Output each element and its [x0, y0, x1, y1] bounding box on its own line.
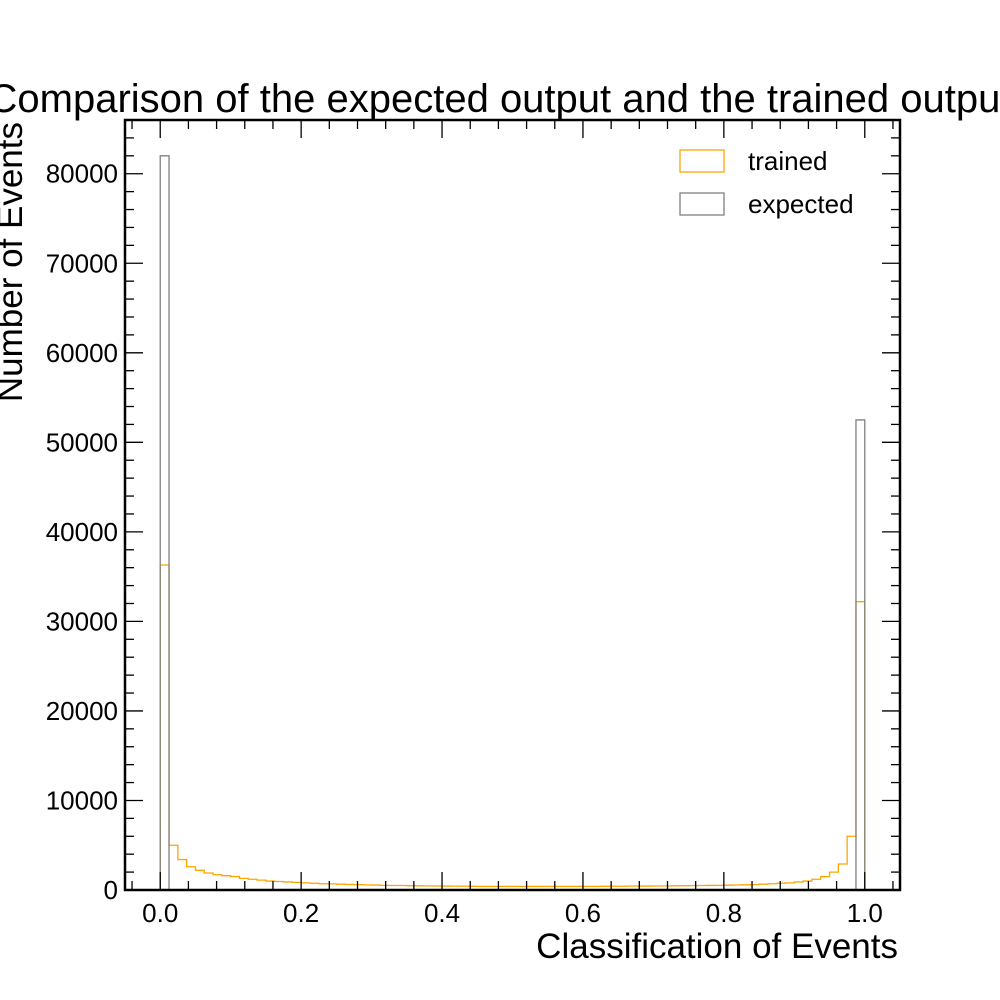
legend: trained expected [679, 146, 854, 219]
x-tick-label: 0.4 [424, 898, 460, 928]
y-tick-label: 30000 [46, 606, 118, 636]
y-tick-label: 70000 [46, 248, 118, 278]
y-tick-label: 80000 [46, 159, 118, 189]
x-tick-label: 0.0 [142, 898, 178, 928]
legend-swatch-expected [679, 192, 725, 216]
y-axis-label: Number of Events [0, 122, 30, 402]
x-axis-label: Classification of Events [536, 927, 898, 966]
plot-frame [123, 118, 902, 892]
x-tick-label: 1.0 [847, 898, 883, 928]
y-tick-label: 20000 [46, 696, 118, 726]
x-tick-label: 0.2 [283, 898, 319, 928]
y-tick-label: 40000 [46, 517, 118, 547]
y-tick-label: 0 [104, 875, 118, 905]
plot-layer [159, 155, 866, 890]
plot-series-group [159, 155, 866, 890]
series-trained-step [159, 564, 866, 890]
y-tick-label: 10000 [46, 785, 118, 815]
axes-layer: 0.0 0.2 0.4 0.6 0.8 1.0 0 10000 20000 30000 40000 5… [46, 118, 902, 928]
chart-title: Comparison of the expected output and th… [0, 77, 1000, 121]
y-tick-label: 60000 [46, 338, 118, 368]
x-tick-label: 0.8 [706, 898, 742, 928]
y-tick-label: 50000 [46, 427, 118, 457]
legend-label-expected: expected [748, 189, 854, 219]
legend-swatch-trained [679, 149, 725, 173]
x-tick-label: 0.6 [565, 898, 601, 928]
legend-label-trained: trained [748, 146, 828, 176]
